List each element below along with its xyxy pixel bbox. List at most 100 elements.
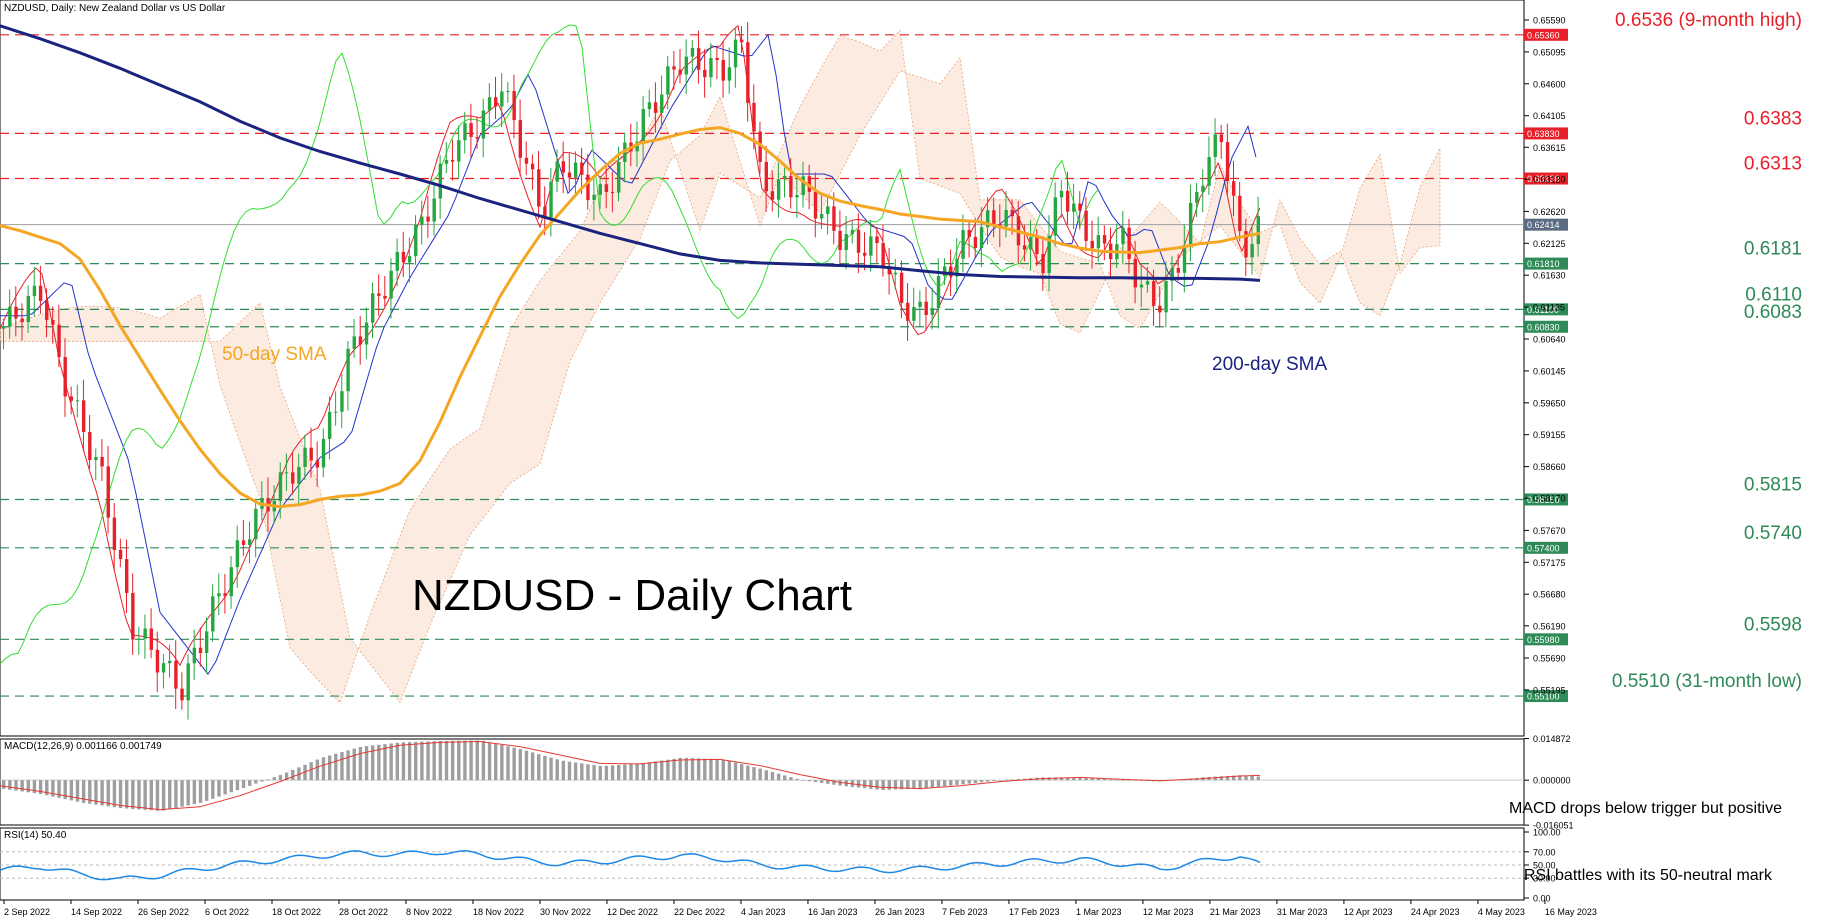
macd-bar bbox=[334, 753, 338, 781]
macd-bar bbox=[450, 740, 455, 781]
candle-body bbox=[924, 301, 928, 316]
candle-body bbox=[14, 306, 18, 319]
rsi-line bbox=[0, 850, 1261, 881]
macd-bar bbox=[961, 780, 965, 785]
candle-body bbox=[1158, 305, 1162, 313]
macd-bar bbox=[389, 743, 393, 781]
y-tick-label: 0.64105 bbox=[1533, 111, 1566, 121]
macd-bar bbox=[967, 780, 971, 784]
macd-bar bbox=[1072, 777, 1076, 781]
level-tag bbox=[1524, 690, 1568, 703]
x-tick-label: 17 Feb 2023 bbox=[1009, 907, 1060, 917]
candle-body bbox=[1244, 231, 1248, 258]
macd-bar bbox=[610, 765, 615, 781]
macd-bar bbox=[204, 780, 209, 801]
macd-bar bbox=[998, 780, 1002, 781]
candle-body bbox=[1059, 190, 1064, 198]
candle-body bbox=[63, 357, 67, 397]
macd-bar bbox=[955, 780, 959, 785]
candle-body bbox=[248, 539, 252, 545]
candle-body bbox=[1201, 185, 1205, 193]
level-label: 0.6110 bbox=[1745, 284, 1802, 305]
candle-body bbox=[684, 56, 689, 75]
candle-body bbox=[567, 172, 572, 178]
macd-bar bbox=[617, 764, 621, 781]
macd-bar bbox=[623, 764, 627, 781]
price-panel[interactable] bbox=[0, 0, 1525, 737]
macd-bar bbox=[1225, 775, 1230, 781]
candle-body bbox=[850, 229, 855, 235]
macd-panel[interactable] bbox=[0, 738, 1525, 826]
macd-bar bbox=[567, 761, 572, 781]
candle-body bbox=[660, 94, 664, 113]
candle-body bbox=[420, 216, 424, 225]
macd-bar bbox=[149, 780, 153, 811]
macd-bar bbox=[813, 780, 818, 783]
macd-bar bbox=[1127, 780, 1131, 781]
x-tick-label: 12 Mar 2023 bbox=[1143, 907, 1194, 917]
y-tick-label: 0.56190 bbox=[1533, 621, 1566, 631]
macd-bar bbox=[57, 780, 61, 798]
macd-bar bbox=[703, 758, 707, 781]
macd-bar bbox=[752, 767, 756, 781]
y-tick-label: 0.55195 bbox=[1533, 685, 1566, 695]
candle-body bbox=[1102, 235, 1107, 244]
candle-body bbox=[733, 39, 738, 68]
y-tick-label: 0.62620 bbox=[1533, 207, 1566, 217]
macd-bar bbox=[518, 749, 522, 781]
macd-bar bbox=[186, 780, 190, 806]
candle-body bbox=[75, 400, 80, 402]
macd-bar bbox=[315, 759, 320, 781]
macd-caption: MACD drops below trigger but positive bbox=[1509, 800, 1782, 817]
candle-body bbox=[1127, 227, 1131, 259]
candle-body bbox=[1176, 268, 1181, 273]
sma200-line bbox=[0, 24, 1261, 282]
candle-body bbox=[789, 176, 793, 198]
candle-body bbox=[174, 660, 178, 689]
macd-bar bbox=[1078, 777, 1082, 781]
candle-body bbox=[291, 472, 295, 484]
sma50-annotation: 50-day SMA bbox=[222, 344, 327, 365]
candle-body bbox=[303, 447, 307, 467]
level-tag bbox=[1524, 127, 1568, 140]
macd-bar bbox=[973, 780, 978, 783]
candle-body bbox=[1225, 142, 1230, 182]
x-tick-label: 12 Apr 2023 bbox=[1344, 907, 1393, 917]
macd-bar bbox=[346, 750, 350, 781]
candle-body bbox=[758, 131, 762, 162]
candle-body bbox=[887, 268, 891, 275]
candle-body bbox=[764, 161, 768, 192]
candle-body bbox=[241, 540, 246, 545]
macd-bar bbox=[358, 746, 363, 781]
y-tick-label: 0.61630 bbox=[1533, 271, 1566, 281]
candle-body bbox=[979, 227, 984, 249]
macd-bar bbox=[986, 780, 990, 782]
level-tag-value: 0.65360 bbox=[1527, 30, 1560, 40]
candle-body bbox=[475, 137, 479, 139]
macd-bar bbox=[88, 780, 92, 804]
candle-body bbox=[1139, 284, 1144, 288]
candle-body bbox=[198, 647, 203, 654]
x-tick-label: 26 Sep 2022 bbox=[138, 907, 189, 917]
candle-body bbox=[1250, 244, 1254, 258]
macd-bar bbox=[543, 755, 547, 781]
level-label: 0.6181 bbox=[1744, 239, 1802, 260]
candle-body bbox=[284, 472, 289, 474]
level-label: 0.6083 bbox=[1744, 302, 1802, 323]
macd-bar bbox=[826, 780, 830, 784]
macd-bar bbox=[494, 743, 498, 781]
y-tick-label: 0.57175 bbox=[1533, 558, 1566, 568]
macd-bar bbox=[899, 780, 904, 790]
x-tick-label: 7 Feb 2023 bbox=[942, 907, 988, 917]
candle-body bbox=[1219, 134, 1224, 143]
candle-body bbox=[918, 301, 922, 307]
candle-body bbox=[795, 195, 799, 198]
candle-body bbox=[869, 236, 873, 256]
candle-body bbox=[986, 210, 990, 228]
macd-bar bbox=[715, 759, 719, 781]
macd-bar bbox=[936, 780, 941, 787]
macd-bar bbox=[278, 775, 283, 781]
window-title: NZDUSD, Daily: New Zealand Dollar vs US … bbox=[4, 3, 226, 14]
candle-body bbox=[444, 159, 449, 164]
